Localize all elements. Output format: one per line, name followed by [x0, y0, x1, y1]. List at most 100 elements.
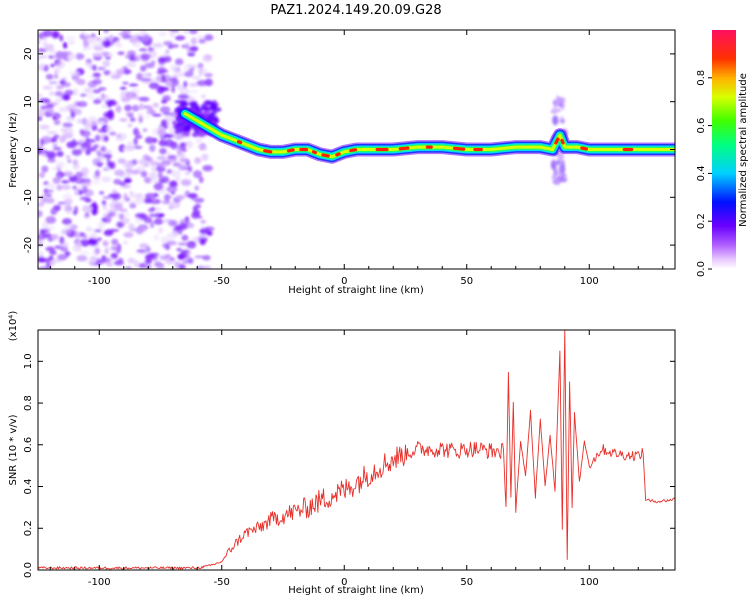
noise-speck: [134, 198, 145, 205]
noise-speck: [56, 60, 65, 69]
noise-speck: [120, 86, 127, 90]
noise-speck: [101, 217, 107, 222]
noise-speck: [104, 41, 111, 47]
noise-speck: [169, 30, 180, 33]
noise-speck: [169, 63, 178, 72]
noise-speck: [108, 211, 116, 217]
noise-speck: [175, 177, 181, 182]
noise-speck: [57, 201, 67, 205]
noise-speck: [160, 200, 170, 204]
snr-panel: -100 -50 0 50 100 0.0 0.2 0.4 0.6 0.8 1.0 Height …: [8, 311, 676, 596]
noise-speck: [553, 179, 561, 185]
noise-speck: [200, 219, 207, 224]
noise-speck: [76, 101, 88, 108]
noise-speck: [169, 126, 175, 135]
noise-speck: [198, 176, 204, 184]
noise-speck: [153, 182, 164, 191]
noise-speck: [38, 48, 48, 53]
noise-speck: [177, 148, 182, 155]
noise-speck: [166, 151, 171, 156]
noise-speck: [191, 132, 198, 138]
noise-speck: [76, 255, 88, 262]
noise-speck: [149, 213, 157, 218]
noise-speck: [183, 72, 189, 77]
noise-speck: [83, 173, 88, 179]
noise-speck: [198, 38, 206, 44]
ridge-peak: [580, 146, 588, 151]
noise-speck: [92, 89, 101, 94]
noise-speck: [168, 201, 180, 208]
noise-speck: [129, 190, 134, 196]
noise-speck: [193, 197, 205, 203]
noise-speck: [154, 212, 159, 217]
noise-speck: [204, 72, 213, 78]
noise-speck: [115, 105, 122, 113]
noise-speck: [94, 229, 102, 233]
noise-speck: [190, 103, 200, 110]
noise-speck: [72, 185, 78, 190]
noise-speck: [43, 188, 49, 194]
noise-speck: [53, 134, 60, 139]
noise-speck: [178, 263, 186, 269]
noise-speck: [59, 236, 65, 244]
noise-speck: [146, 156, 154, 163]
noise-speck: [201, 228, 209, 232]
noise-speck: [561, 101, 565, 111]
noise-speck: [56, 173, 63, 179]
ridge-peak: [554, 137, 560, 145]
noise-speck: [116, 132, 127, 141]
noise-speck: [140, 30, 147, 36]
noise-speck: [92, 79, 102, 85]
colorbar-gradient: [712, 30, 736, 269]
noise-speck: [134, 193, 144, 200]
noise-speck: [148, 47, 155, 51]
ridge-peak: [321, 153, 330, 158]
noise-speck: [105, 125, 114, 132]
noise-speck: [137, 213, 149, 220]
noise-speck: [93, 46, 105, 51]
snr-y-axis-label: SNR (10 * v/v): [8, 414, 19, 485]
noise-speck: [94, 134, 101, 142]
noise-speck: [160, 119, 168, 127]
noise-speck: [77, 138, 87, 143]
noise-speck: [40, 138, 45, 147]
noise-speck: [138, 48, 148, 52]
noise-speck: [51, 166, 59, 171]
noise-speck: [103, 135, 109, 142]
noise-speck: [85, 212, 91, 220]
noise-speck: [164, 243, 171, 251]
ridge-peak: [398, 146, 410, 151]
y-tick-label: 0.0: [23, 562, 34, 578]
noise-speck: [68, 40, 76, 45]
noise-speck: [141, 34, 151, 42]
noise-speck: [70, 111, 76, 119]
noise-speck: [144, 62, 154, 69]
noise-speck: [92, 179, 101, 185]
noise-speck: [56, 184, 63, 191]
noise-speck: [45, 257, 51, 264]
noise-speck: [55, 97, 62, 104]
noise-speck: [119, 118, 128, 122]
noise-speck: [45, 103, 55, 109]
noise-speck: [65, 155, 71, 160]
noise-speck: [65, 35, 76, 41]
noise-speck: [68, 70, 80, 76]
noise-speck: [137, 113, 144, 118]
y-tick-label: 0.8: [23, 395, 34, 411]
noise-speck: [74, 189, 79, 196]
noise-speck: [79, 93, 88, 97]
noise-speck: [560, 116, 564, 122]
noise-speck: [176, 146, 187, 150]
spectrogram-plot-area: [38, 30, 675, 269]
noise-speck: [174, 58, 184, 66]
noise-speck: [151, 103, 160, 107]
noise-speck: [101, 103, 109, 109]
noise-speck: [194, 255, 205, 259]
noise-speck: [102, 203, 108, 211]
ridge-peak: [286, 148, 295, 153]
y-tick-label: 0.6: [23, 437, 34, 453]
noise-speck: [128, 54, 135, 62]
noise-speck: [160, 236, 169, 244]
noise-speck: [52, 116, 57, 120]
noise-speck: [170, 191, 176, 195]
